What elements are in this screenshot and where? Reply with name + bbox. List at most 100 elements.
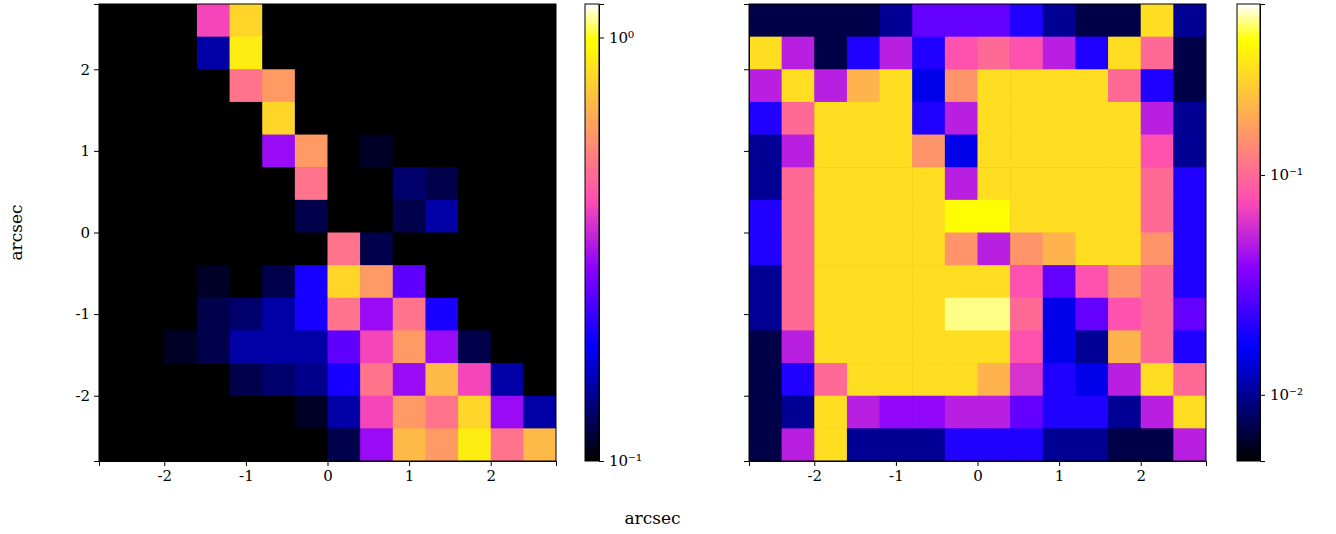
cell [1141,330,1174,363]
cell [262,396,295,429]
cell [164,167,197,200]
cell [132,37,165,70]
cell [749,363,782,396]
cell [328,363,361,396]
cell [295,363,328,396]
cells [99,4,556,461]
cell [360,37,393,70]
cell [132,363,165,396]
cell [978,233,1011,266]
x-axis: -2-1012 [100,461,557,485]
cell [360,200,393,233]
tick-mark [599,38,604,39]
cell [1010,330,1043,363]
cell [197,330,230,363]
cell [945,69,978,102]
cell [978,135,1011,168]
cell [132,200,165,233]
cell [523,102,556,135]
tick-mark [744,314,749,315]
cells [749,4,1206,461]
cell [132,135,165,168]
cell [847,4,880,37]
cell [458,233,491,266]
cell [749,167,782,200]
cell [230,330,263,363]
tick: 10⁻² [1260,386,1303,404]
cell [523,200,556,233]
cell [1173,298,1206,331]
cell [749,37,782,70]
plot-frame [749,4,1206,461]
cell [295,37,328,70]
cell [782,102,815,135]
cell [1075,265,1108,298]
cell [295,396,328,429]
cell [912,200,945,233]
cell [393,330,426,363]
cell [782,69,815,102]
cell [847,363,880,396]
panel: -2-1012 [744,4,1207,485]
cell [164,330,197,363]
tick-label: -1 [75,305,90,323]
cell [814,265,847,298]
cell [782,135,815,168]
cell [847,428,880,461]
tick-mark [599,461,604,462]
cell [230,265,263,298]
cell [814,4,847,37]
cell [425,330,458,363]
cell [197,69,230,102]
cell [393,233,426,266]
cell [912,363,945,396]
cell [1043,200,1076,233]
axis-line [600,5,605,462]
cell [1108,69,1141,102]
cell [262,69,295,102]
cell [164,135,197,168]
cell [912,396,945,429]
cell [360,135,393,168]
cell [847,298,880,331]
cell [295,102,328,135]
cell [491,233,524,266]
cell [1043,396,1076,429]
cell [978,298,1011,331]
cell [978,4,1011,37]
cell [360,102,393,135]
tick: 0 [323,461,333,485]
tick: -2 [157,461,172,485]
cell [945,4,978,37]
cell [262,167,295,200]
cell [978,200,1011,233]
cell [1075,298,1108,331]
cell [978,428,1011,461]
cell [523,396,556,429]
axis-line [750,462,1207,467]
tick-mark [744,396,749,397]
cell [945,167,978,200]
cell [164,428,197,461]
cell [230,135,263,168]
tick-label: 10⁻¹ [1270,166,1303,184]
tick: 0 [973,461,983,485]
cell [782,4,815,37]
cell [912,102,945,135]
tick [744,233,749,234]
cell [814,102,847,135]
cell [1075,330,1108,363]
cell [1043,233,1076,266]
cell [782,167,815,200]
cell [945,265,978,298]
tick-mark [491,461,492,466]
cell [1075,167,1108,200]
cell [458,265,491,298]
cell [880,102,913,135]
cell [523,265,556,298]
cell [425,200,458,233]
cell [425,69,458,102]
tick-mark [94,314,99,315]
tick-label: 1 [405,467,415,485]
tick-mark [896,461,897,466]
